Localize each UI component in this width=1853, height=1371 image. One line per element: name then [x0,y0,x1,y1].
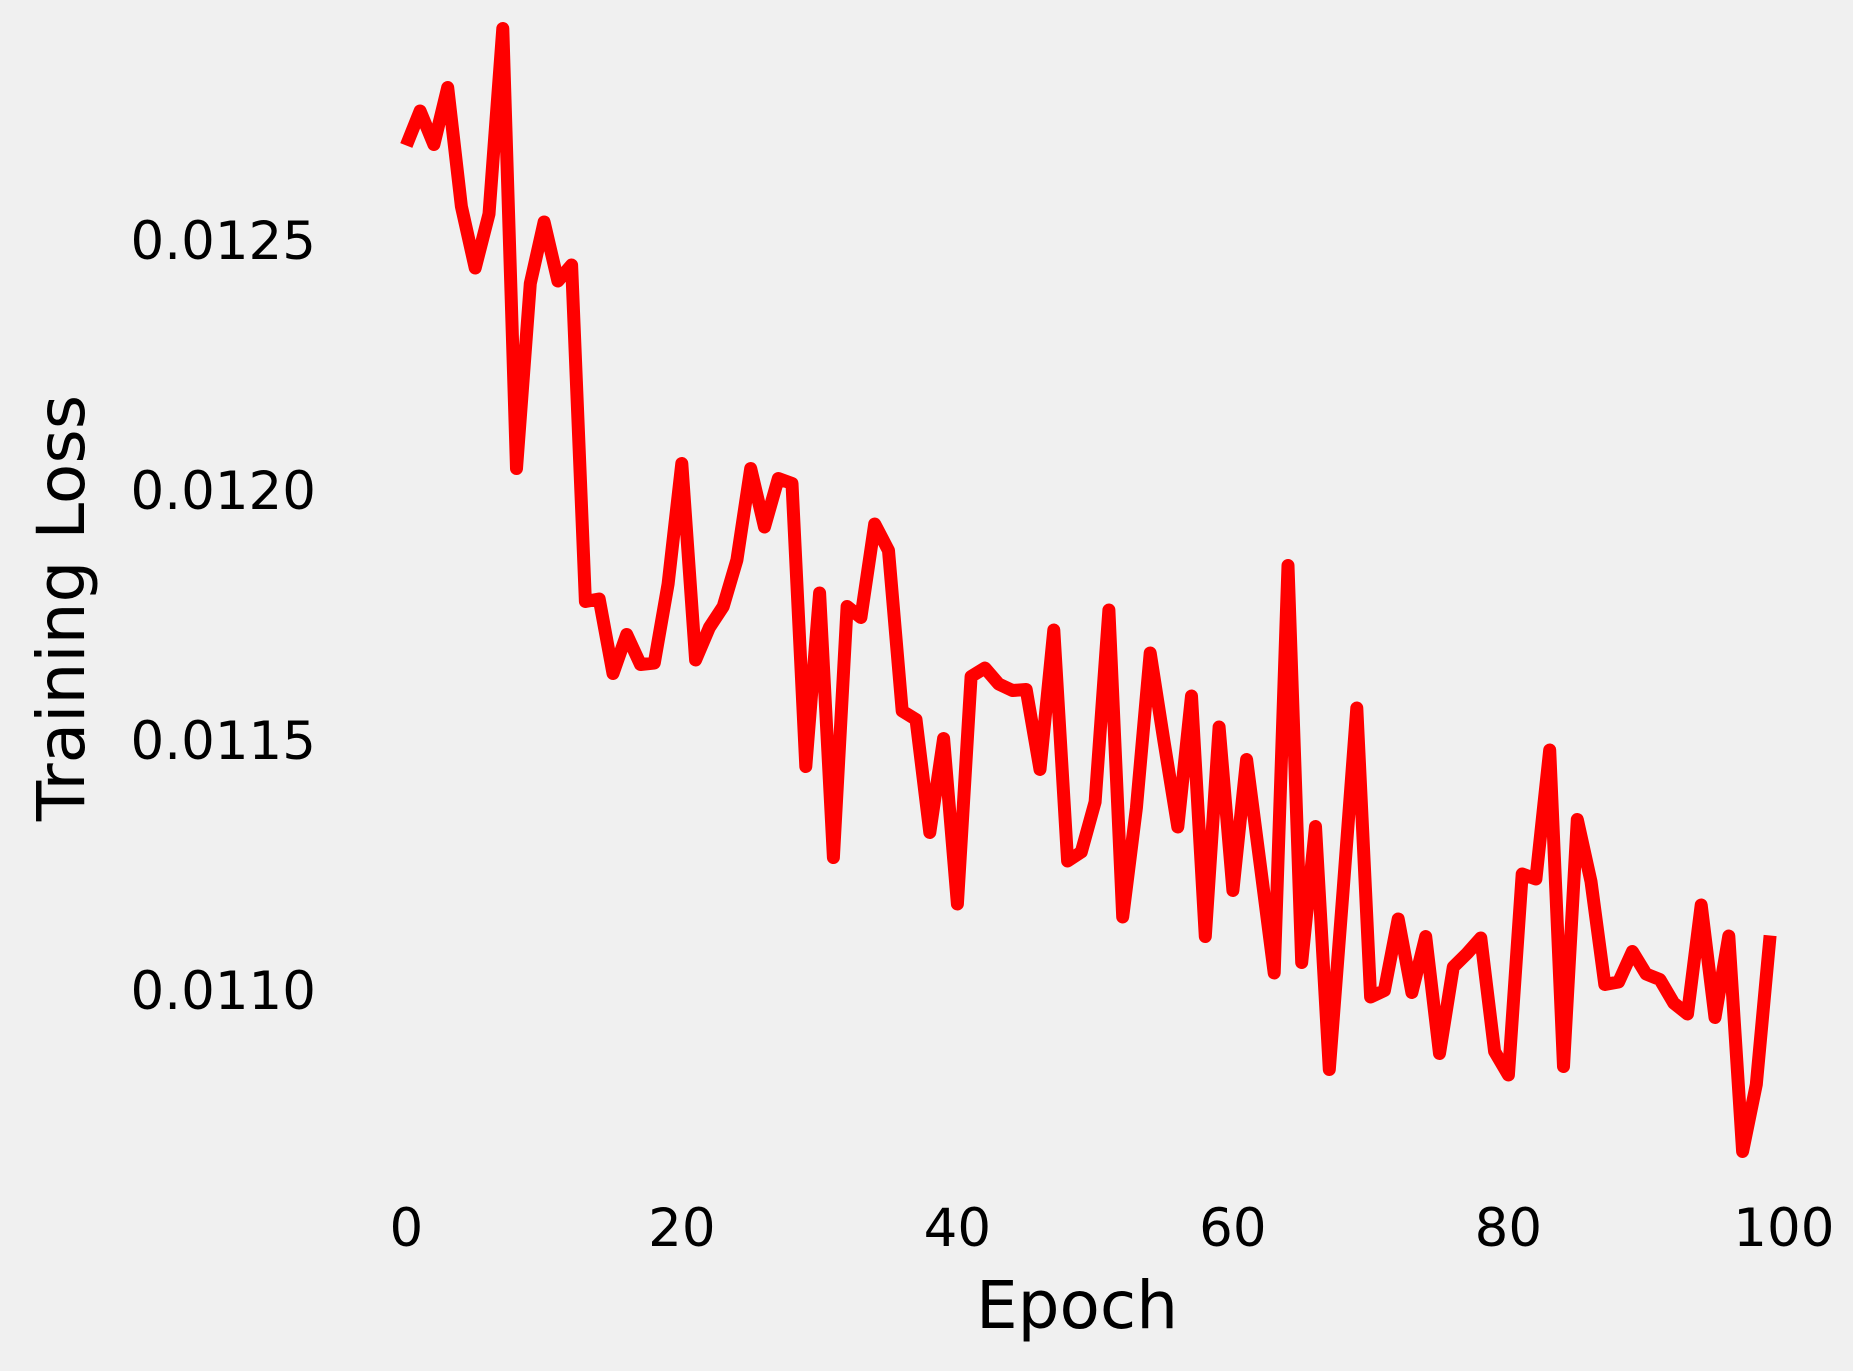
x-axis-ticks: 0 20 40 60 80 100 [389,1198,1834,1259]
x-tick-label: 0 [389,1198,423,1259]
x-axis-label: Epoch [976,1267,1178,1344]
x-tick-label: 100 [1733,1198,1834,1259]
y-axis-label: Training Loss [23,395,100,822]
y-tick-label: 0.0115 [131,711,316,772]
x-tick-label: 60 [1199,1198,1266,1259]
x-tick-label: 40 [924,1198,991,1259]
training-loss-line [400,22,1777,1158]
x-tick-label: 20 [648,1198,715,1259]
y-tick-label: 0.0125 [131,211,316,272]
x-tick-label: 80 [1475,1198,1542,1259]
y-axis-ticks: 0.0110 0.0115 0.0120 0.0125 [131,211,316,1022]
y-tick-label: 0.0120 [131,461,316,522]
y-tick-label: 0.0110 [131,961,316,1022]
